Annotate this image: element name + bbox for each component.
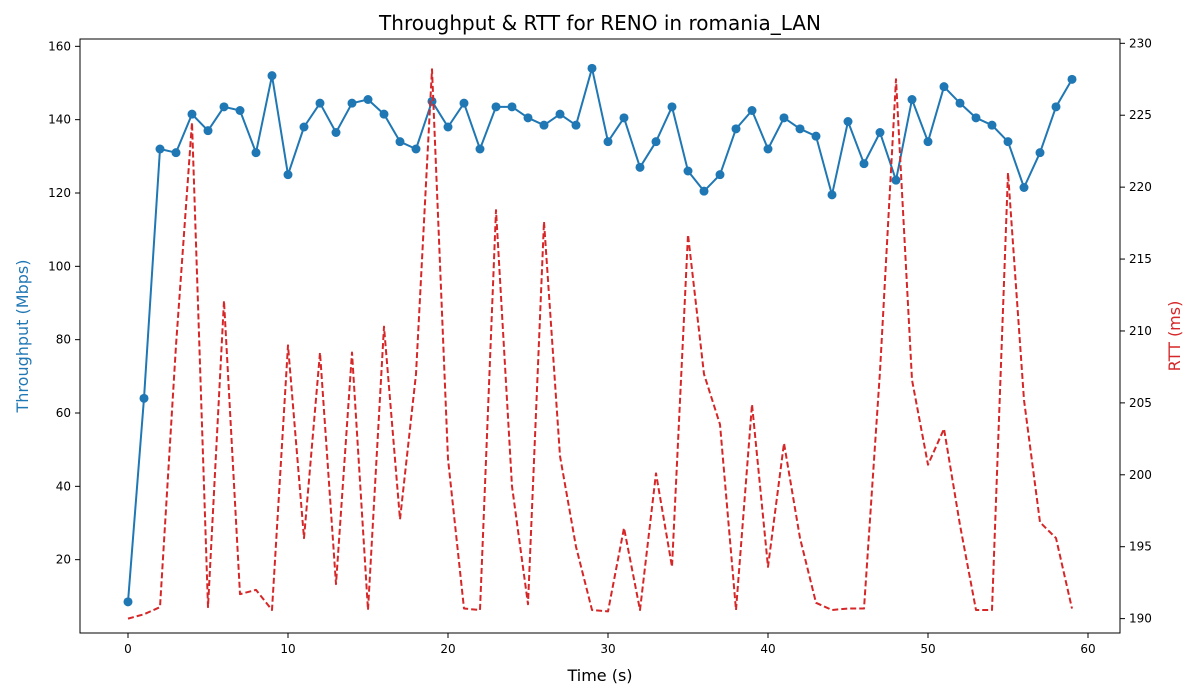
throughput-data-point bbox=[363, 95, 373, 104]
throughput-data-point bbox=[507, 102, 517, 112]
y-right-tick-label: 195 bbox=[1129, 540, 1152, 554]
y-left-tick-label: 100 bbox=[48, 259, 71, 273]
y-right-tick-label: 215 bbox=[1129, 252, 1152, 266]
x-axis: 0 10 20 30 40 50 60 bbox=[124, 633, 1096, 656]
y-left-tick-label: 20 bbox=[56, 553, 71, 567]
throughput-data-point bbox=[1003, 137, 1013, 147]
y-left-tick-label: 120 bbox=[48, 186, 71, 200]
throughput-data-point bbox=[875, 128, 885, 137]
y-axis-right: 190 195 200 205 210 215 220 225 230 bbox=[1120, 36, 1152, 626]
throughput-data-point bbox=[251, 148, 261, 158]
throughput-data-point bbox=[987, 120, 997, 130]
throughput-data-point bbox=[347, 98, 357, 108]
throughput-data-point bbox=[859, 159, 869, 169]
y-left-tick-label: 140 bbox=[48, 113, 71, 127]
throughput-data-point bbox=[155, 144, 165, 154]
throughput-data-point bbox=[699, 186, 709, 196]
throughput-data-point bbox=[379, 109, 389, 119]
throughput-data-point bbox=[1019, 183, 1029, 192]
x-tick-label: 0 bbox=[124, 642, 132, 656]
throughput-data-point bbox=[299, 122, 309, 132]
throughput-data-point bbox=[187, 109, 197, 119]
x-axis-label: Time (s) bbox=[566, 666, 632, 685]
y-right-tick-label: 225 bbox=[1129, 108, 1152, 122]
throughput-data-point bbox=[1035, 148, 1045, 158]
throughput-data-point bbox=[779, 113, 789, 123]
throughput-data-point bbox=[539, 120, 549, 130]
throughput-data-point bbox=[459, 98, 469, 108]
throughput-data-point bbox=[619, 113, 629, 123]
throughput-data-point bbox=[923, 137, 933, 147]
throughput-data-point bbox=[331, 128, 341, 137]
plot-area bbox=[123, 63, 1077, 620]
throughput-data-point bbox=[267, 71, 277, 81]
throughput-data-point bbox=[587, 63, 597, 73]
chart-title: Throughput & RTT for RENO in romania_LAN bbox=[378, 11, 821, 35]
throughput-data-point bbox=[891, 175, 901, 185]
x-tick-label: 60 bbox=[1080, 642, 1095, 656]
throughput-data-point bbox=[667, 102, 677, 112]
plot-frame bbox=[79, 38, 1121, 634]
throughput-data-point bbox=[763, 144, 773, 154]
throughput-data-point bbox=[939, 82, 949, 92]
throughput-data-point bbox=[171, 148, 181, 158]
y-left-tick-label: 40 bbox=[56, 479, 71, 493]
y-right-tick-label: 205 bbox=[1129, 396, 1152, 410]
x-tick-label: 50 bbox=[920, 642, 935, 656]
throughput-data-point bbox=[395, 137, 405, 147]
throughput-data-point bbox=[747, 106, 757, 115]
throughput-data-point bbox=[1051, 102, 1061, 112]
y-left-tick-label: 60 bbox=[56, 406, 71, 420]
throughput-data-point bbox=[603, 137, 613, 147]
throughput-data-point bbox=[475, 144, 485, 154]
throughput-data-point bbox=[571, 120, 581, 130]
y-right-tick-label: 190 bbox=[1129, 612, 1152, 626]
throughput-data-point bbox=[139, 393, 149, 403]
throughput-data-point bbox=[971, 113, 981, 123]
rtt-series-line bbox=[127, 68, 1073, 620]
y-right-tick-label: 200 bbox=[1129, 468, 1152, 482]
throughput-data-point bbox=[715, 170, 725, 180]
x-tick-label: 30 bbox=[600, 642, 615, 656]
throughput-series-line bbox=[127, 67, 1073, 602]
throughput-data-point bbox=[283, 170, 293, 180]
throughput-data-point bbox=[843, 117, 853, 126]
x-tick-label: 20 bbox=[440, 642, 455, 656]
throughput-data-point bbox=[651, 137, 661, 147]
y-left-tick-label: 80 bbox=[56, 333, 71, 347]
throughput-data-point bbox=[443, 122, 453, 132]
throughput-data-point bbox=[523, 113, 533, 123]
throughput-data-point bbox=[827, 190, 837, 200]
throughput-data-point bbox=[683, 166, 693, 176]
throughput-data-point bbox=[731, 124, 741, 134]
throughput-data-point bbox=[555, 109, 565, 119]
y-right-tick-label: 230 bbox=[1129, 36, 1152, 50]
throughput-data-point bbox=[811, 131, 821, 141]
throughput-data-point bbox=[315, 98, 325, 108]
y-right-tick-label: 220 bbox=[1129, 180, 1152, 194]
throughput-data-point bbox=[219, 102, 229, 112]
throughput-data-point bbox=[123, 597, 133, 607]
y-axis-left: 20 40 60 80 100 120 140 160 bbox=[48, 39, 80, 567]
throughput-data-point bbox=[235, 106, 245, 115]
x-tick-label: 10 bbox=[280, 642, 295, 656]
throughput-data-point bbox=[907, 95, 917, 104]
y-axis-right-label: RTT (ms) bbox=[1165, 301, 1184, 372]
throughput-data-point bbox=[203, 126, 213, 136]
throughput-data-point bbox=[635, 162, 645, 172]
y-left-tick-label: 160 bbox=[48, 39, 71, 53]
throughput-data-point bbox=[955, 98, 965, 108]
y-axis-left-label: Throughput (Mbps) bbox=[13, 260, 32, 414]
throughput-data-point bbox=[411, 144, 421, 154]
y-right-tick-label: 210 bbox=[1129, 324, 1152, 338]
throughput-data-point bbox=[795, 124, 805, 134]
x-tick-label: 40 bbox=[760, 642, 775, 656]
throughput-data-point bbox=[427, 96, 437, 106]
throughput-data-point bbox=[491, 102, 501, 112]
throughput-data-point bbox=[1067, 74, 1077, 84]
